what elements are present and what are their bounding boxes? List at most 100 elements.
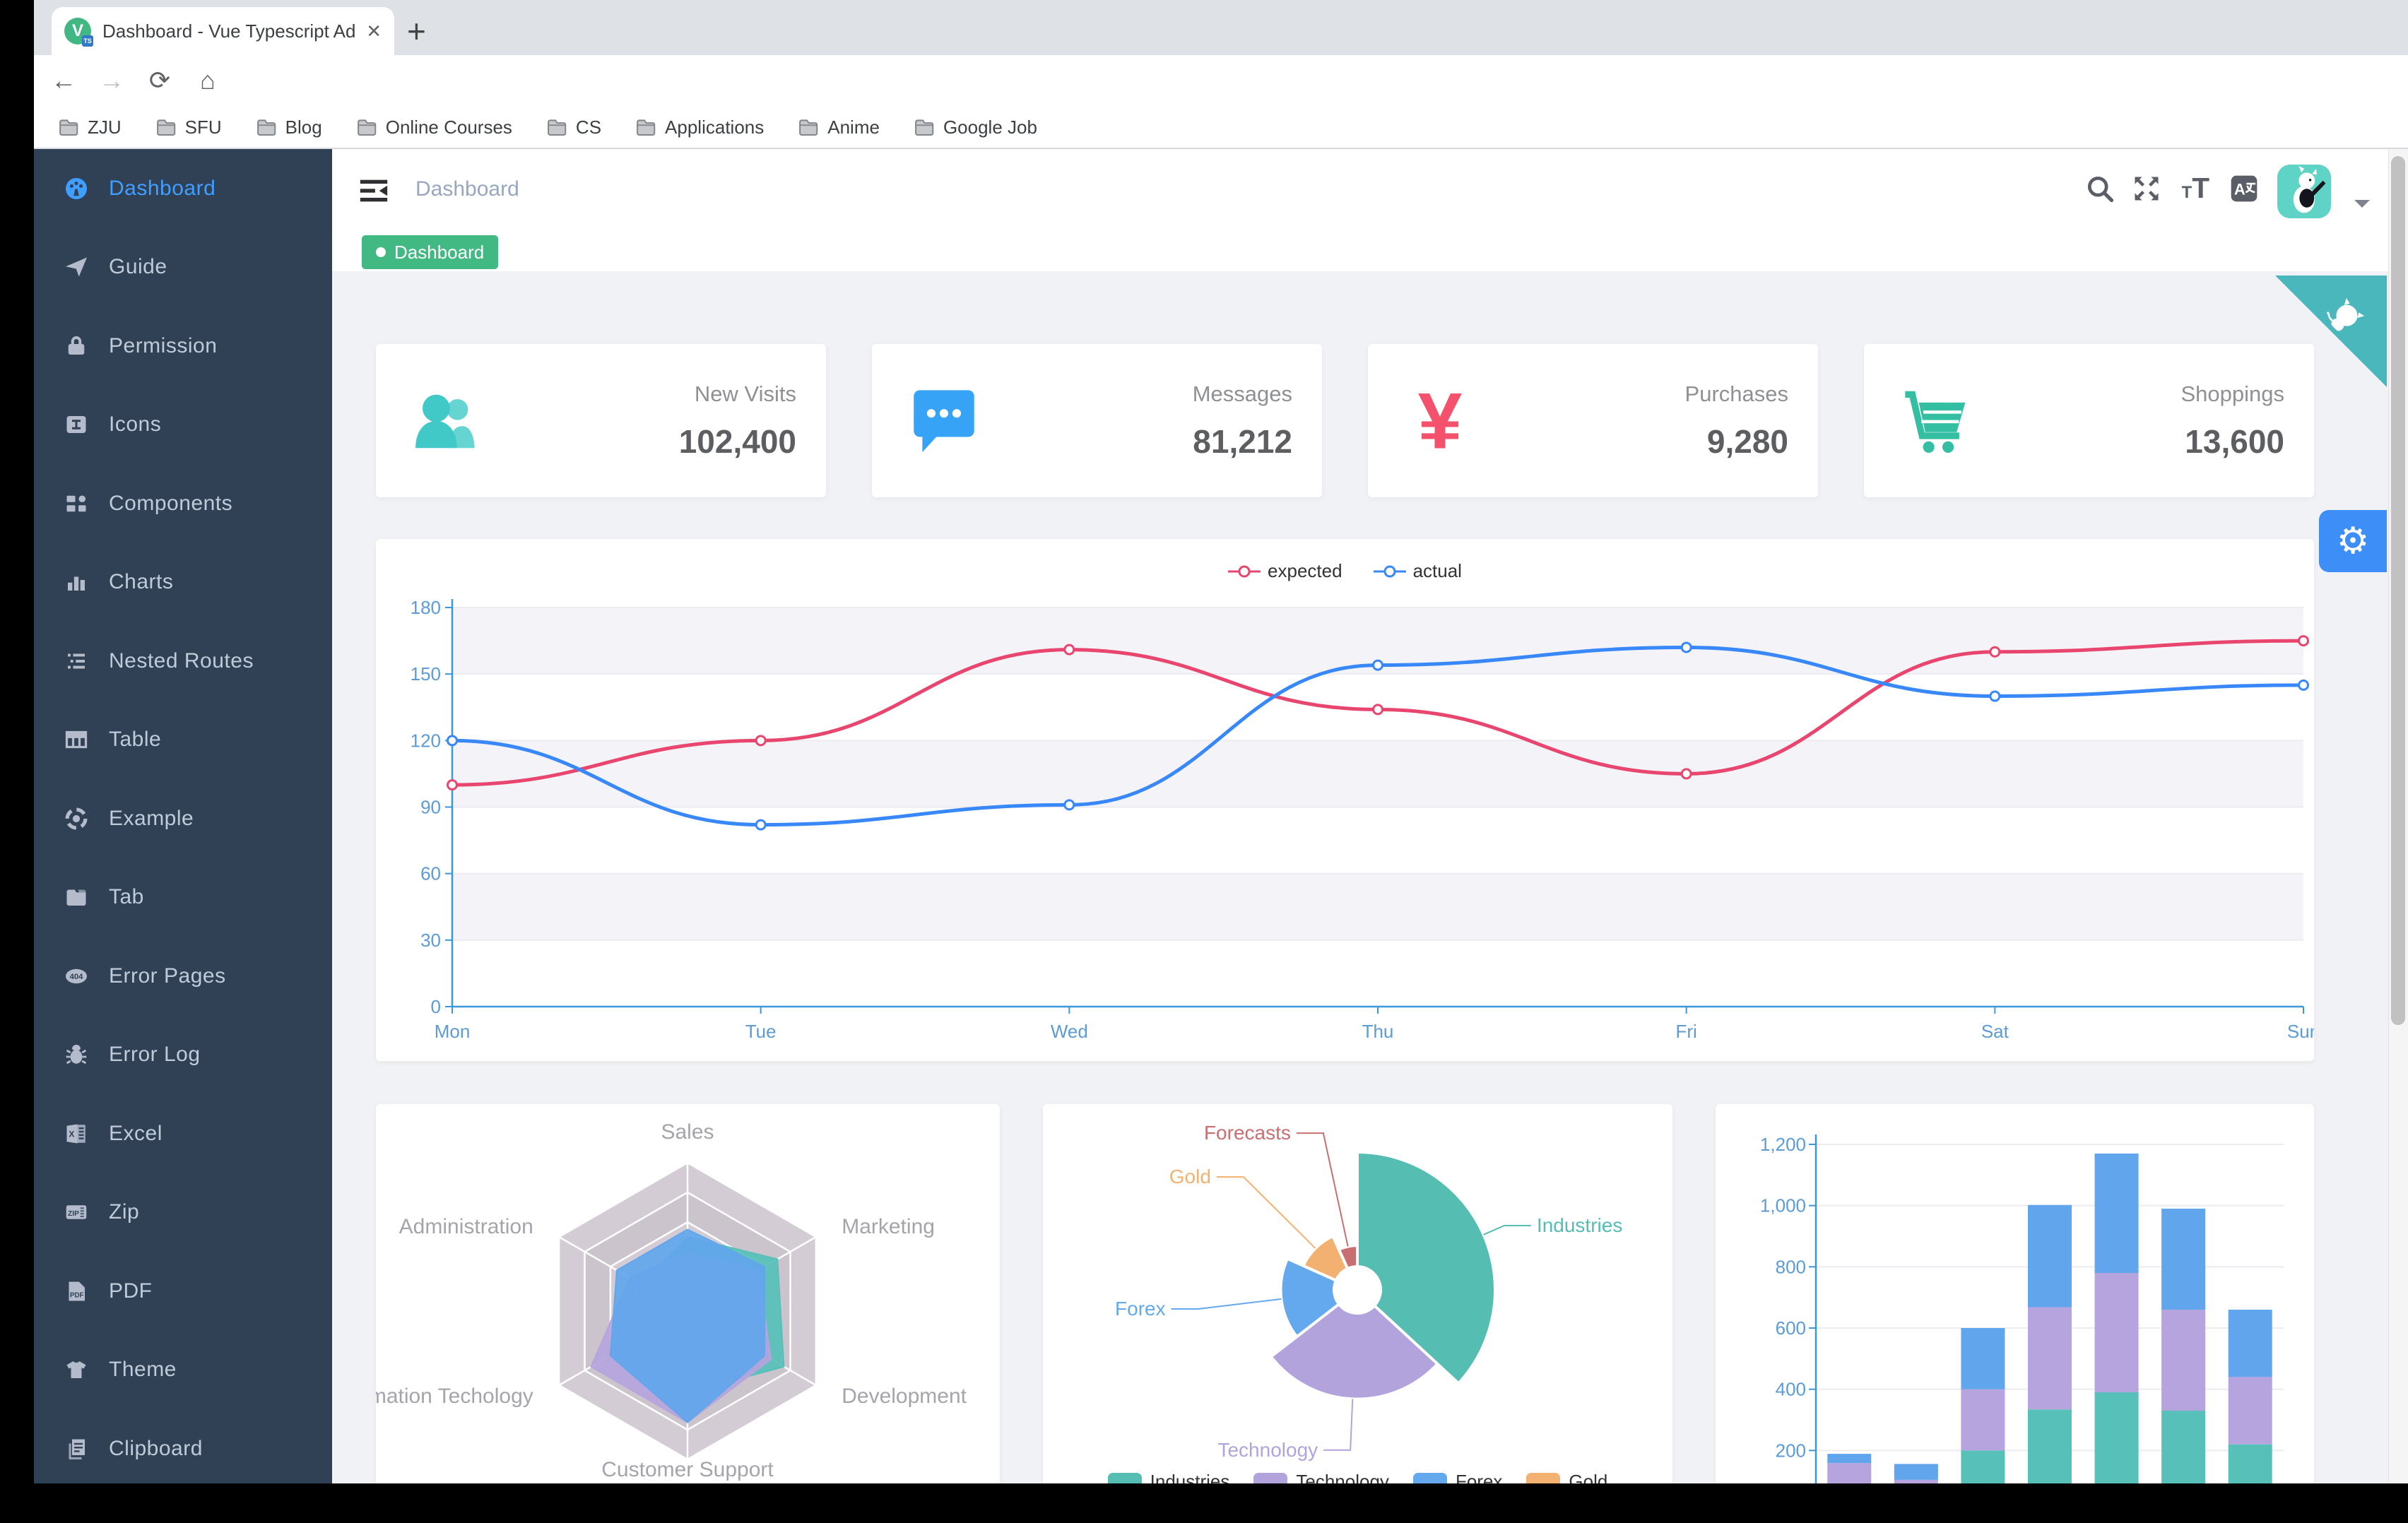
svg-text:0: 0 (431, 996, 441, 1017)
tab-close-icon[interactable]: ✕ (366, 20, 382, 42)
menu-icon (64, 1436, 89, 1462)
menu-icon (64, 491, 89, 516)
sidebar-item[interactable]: Theme (34, 1331, 332, 1410)
sidebar-item[interactable]: PDF PDF (34, 1252, 332, 1331)
new-tab-button[interactable]: + (407, 13, 426, 49)
sidebar-item[interactable]: Components (34, 464, 332, 543)
legend-item[interactable]: Technology (1253, 1471, 1389, 1483)
menu-icon (64, 1042, 89, 1067)
legend-item[interactable]: expected (1228, 560, 1342, 582)
stat-label: New Visits (694, 381, 796, 406)
folder-icon (256, 119, 276, 136)
stat-value: 102,400 (678, 422, 796, 460)
stat-card[interactable]: Shoppings 13,600 (1864, 344, 2314, 497)
browser-tab[interactable]: V TS Dashboard - Vue Typescript Ad ✕ (52, 7, 394, 55)
sidebar-item[interactable]: Guide (34, 228, 332, 307)
legend-swatch (1412, 1472, 1447, 1483)
stat-value: 13,600 (2185, 422, 2284, 460)
sidebar-item[interactable]: X Excel (34, 1094, 332, 1173)
sidebar-item[interactable]: Permission (34, 307, 332, 386)
svg-text:PDF: PDF (70, 1291, 84, 1299)
bookmark-item[interactable]: Google Job (914, 117, 1037, 138)
forward-button[interactable]: → (99, 66, 124, 95)
home-button[interactable]: ⌂ (200, 66, 216, 95)
bookmark-item[interactable]: Anime (798, 117, 880, 138)
sidebar-item[interactable]: Tab (34, 858, 332, 937)
svg-text:Marketing: Marketing (842, 1215, 935, 1238)
menu-icon (64, 412, 89, 437)
tag-dashboard[interactable]: Dashboard (362, 235, 499, 269)
fullscreen-icon[interactable] (2131, 173, 2166, 208)
sidebar-item[interactable]: Dashboard (34, 149, 332, 228)
svg-text:Forecasts: Forecasts (1204, 1122, 1291, 1144)
svg-text:Technology: Technology (1217, 1439, 1318, 1461)
sidebar-item[interactable]: Clipboard (34, 1409, 332, 1483)
svg-text:X: X (69, 1129, 74, 1139)
sidebar-item[interactable]: Error Log (34, 1016, 332, 1095)
svg-text:Thu: Thu (1362, 1021, 1394, 1042)
stats-row: New Visits 102,400 Messages 81,212 ¥ Pur… (376, 344, 2314, 497)
svg-text:Wed: Wed (1051, 1021, 1088, 1042)
bookmark-item[interactable]: ZJU (58, 117, 122, 138)
stat-card[interactable]: Messages 81,212 (872, 344, 1322, 497)
stat-card[interactable]: ¥ Purchases 9,280 (1368, 344, 1818, 497)
svg-text:Customer Support: Customer Support (601, 1458, 774, 1481)
svg-text:200: 200 (1776, 1440, 1806, 1461)
github-corner-link[interactable] (2275, 274, 2388, 389)
folder-icon (637, 119, 656, 136)
svg-text:180: 180 (411, 597, 441, 618)
stat-label: Purchases (1684, 381, 1788, 406)
menu-icon: 404 (64, 964, 89, 989)
svg-text:Information Techology: Information Techology (376, 1385, 533, 1408)
tab-strip: V TS Dashboard - Vue Typescript Ad ✕ + (34, 0, 2408, 55)
scrollbar-thumb[interactable] (2391, 156, 2405, 1025)
tab-title: Dashboard - Vue Typescript Ad (102, 20, 356, 42)
sidebar-item[interactable]: ZIP Zip (34, 1173, 332, 1252)
sidebar-item[interactable]: Icons (34, 386, 332, 465)
sidebar-item[interactable]: Charts (34, 543, 332, 622)
folder-icon (156, 119, 175, 136)
radar-chart-svg: Sales Administration Information Techology… (376, 1120, 967, 1481)
legend-item[interactable]: Gold (1526, 1471, 1607, 1483)
legend-item[interactable]: Industries (1107, 1471, 1229, 1483)
pie-chart-svg: Industries Technology Forex Gold Forecasts (1115, 1122, 1622, 1461)
translate-icon[interactable]: A (2229, 173, 2264, 208)
search-icon[interactable] (2084, 173, 2120, 208)
legend-item[interactable]: actual (1373, 560, 1462, 582)
back-button[interactable]: ← (51, 66, 76, 95)
folder-icon (799, 119, 818, 136)
svg-text:T: T (2182, 183, 2192, 202)
bookmark-item[interactable]: Applications (635, 117, 764, 138)
sidebar-toggle-icon[interactable] (358, 174, 390, 207)
sidebar-item[interactable]: 404 Error Pages (34, 937, 332, 1016)
menu-icon (64, 333, 89, 359)
svg-text:Development: Development (842, 1385, 967, 1408)
svg-text:Industries: Industries (1537, 1214, 1622, 1236)
sidebar-item[interactable]: Example (34, 779, 332, 858)
legend-item[interactable]: Forex (1412, 1471, 1502, 1483)
sidebar-item[interactable]: Nested Routes (34, 622, 332, 701)
svg-text:404: 404 (70, 973, 84, 981)
line-chart-legend: expected actual (376, 560, 2314, 582)
settings-panel-button[interactable]: ⚙ (2319, 510, 2387, 572)
svg-text:Gold: Gold (1169, 1166, 1211, 1187)
legend-swatch (1107, 1472, 1142, 1483)
stat-icon (410, 383, 486, 459)
reload-button[interactable]: ⟳ (148, 66, 171, 95)
user-avatar[interactable] (2277, 165, 2331, 218)
stat-label: Shoppings (2180, 381, 2284, 406)
bookmark-item[interactable]: SFU (155, 117, 222, 138)
stat-card[interactable]: New Visits 102,400 (376, 344, 826, 497)
menu-icon (64, 569, 89, 595)
bookmark-item[interactable]: Online Courses (356, 117, 512, 138)
bookmark-item[interactable]: Blog (256, 117, 322, 138)
scrollbar-track[interactable] (2388, 149, 2408, 1483)
pie-chart-card: Industries Technology Forex Gold Forecasts I… (1043, 1104, 1672, 1483)
bookmark-item[interactable]: CS (546, 117, 601, 138)
svg-text:150: 150 (411, 663, 441, 685)
sidebar: Dashboard Guide Permission (34, 149, 332, 1483)
svg-text:120: 120 (411, 730, 441, 751)
caret-down-icon[interactable] (2354, 200, 2370, 215)
sidebar-item[interactable]: Table (34, 701, 332, 780)
